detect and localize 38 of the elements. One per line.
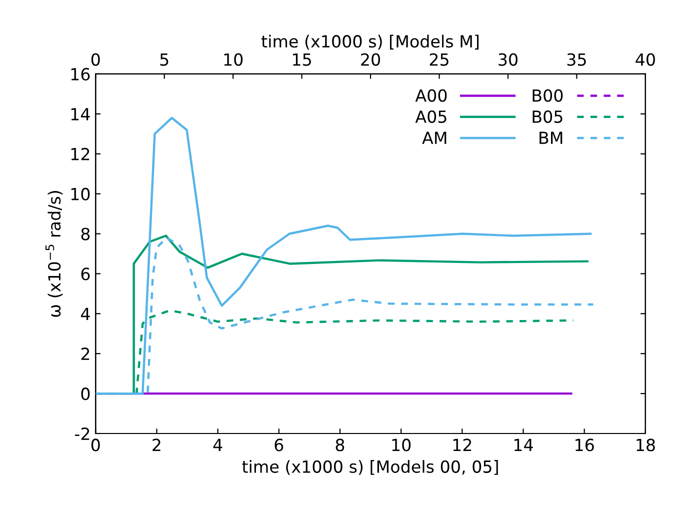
x2-tick-label: 40 <box>636 53 655 66</box>
x-tick-label: 8 <box>336 438 344 452</box>
x2-tick-label: 35 <box>567 53 586 66</box>
x2-tick-label: 30 <box>498 53 518 66</box>
y-tick-label: 6 <box>81 268 90 280</box>
legend-label: AM <box>422 132 446 144</box>
x2-tick-label: 10 <box>224 53 243 66</box>
x-tick-label: 12 <box>453 438 472 452</box>
y-tick-label: 10 <box>71 188 90 200</box>
legend-label: B05 <box>532 110 562 123</box>
y-tick-label: 12 <box>71 148 90 160</box>
x2-axis-title: time (x1000 s) [Models M] <box>262 34 479 50</box>
x-tick-label: 10 <box>392 438 411 452</box>
y-tick-label: 16 <box>71 68 90 81</box>
x-tick-label: 4 <box>213 438 222 452</box>
x2-tick-label: 0 <box>91 53 100 66</box>
legend-label: B00 <box>532 89 563 102</box>
x2-tick-label: 25 <box>430 53 448 66</box>
y-tick-label: -2 <box>74 427 90 440</box>
y-axis-title: ω (x10$^{−5}$ rad/s) <box>46 191 63 317</box>
legend-label: A05 <box>415 110 446 123</box>
legend-label: BM <box>540 132 562 144</box>
x2-tick-label: 20 <box>361 53 380 66</box>
y-tick-label: 14 <box>71 108 90 120</box>
x2-tick-label: 15 <box>293 53 311 66</box>
x-tick-label: 14 <box>514 438 533 452</box>
y-tick-label: 8 <box>81 228 90 240</box>
legend-label: A00 <box>415 89 447 102</box>
y-tick-label: 4 <box>80 308 90 320</box>
x-tick-label: 18 <box>636 438 655 452</box>
x-axis-title: time (x1000 s) [Models 00, 05] <box>242 460 498 475</box>
x-tick-label: 0 <box>91 438 100 452</box>
x-tick-label: 16 <box>576 438 594 452</box>
x-tick-label: 6 <box>274 438 284 452</box>
y-tick-label: 0 <box>81 388 90 400</box>
x-tick-label: 2 <box>152 438 160 452</box>
x2-tick-label: 5 <box>160 53 168 66</box>
y-tick-label: 2 <box>81 348 90 360</box>
